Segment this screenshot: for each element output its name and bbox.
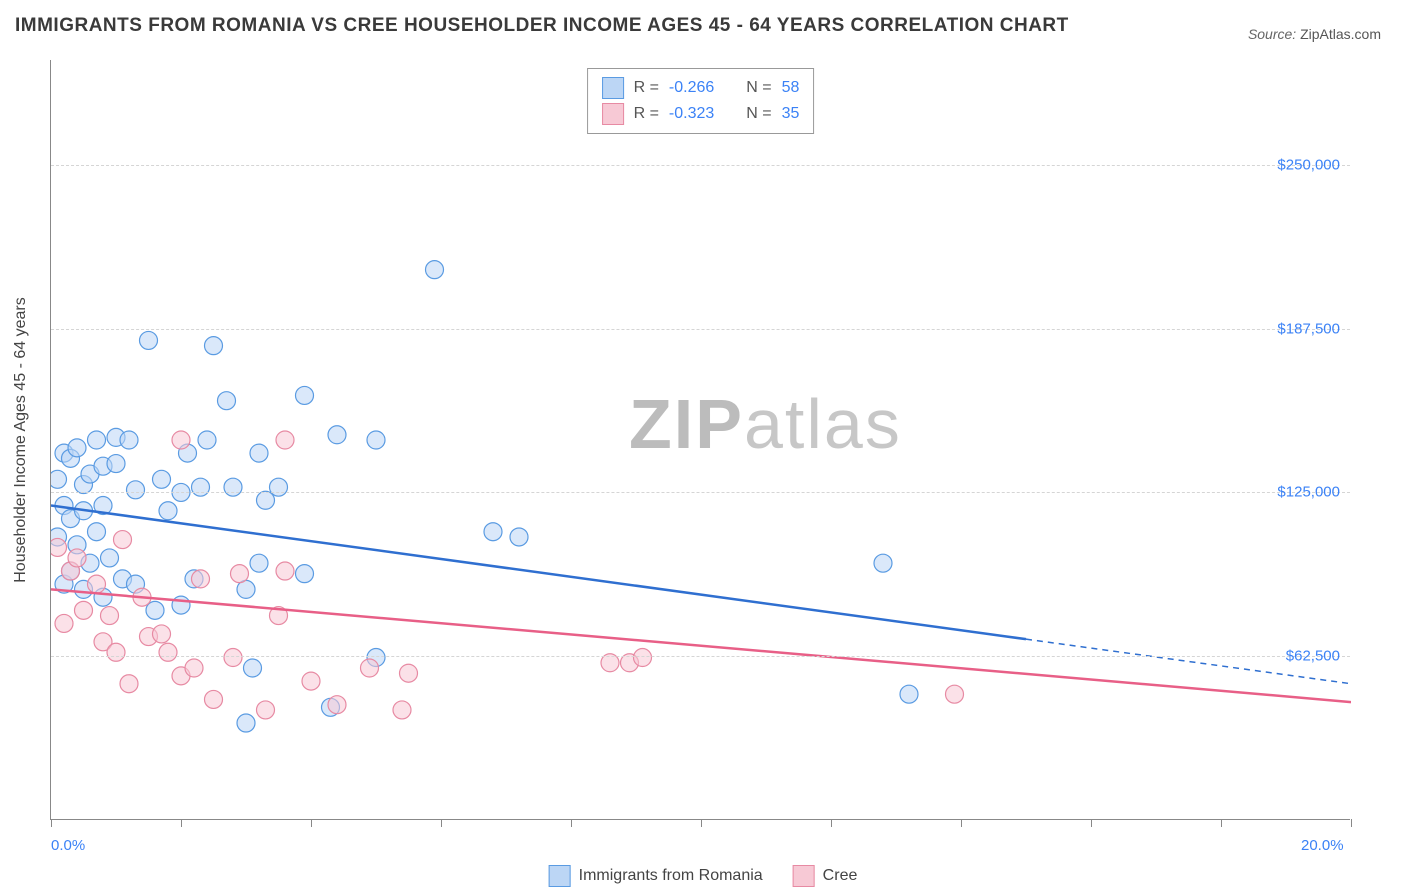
chart-plot-area: Householder Income Ages 45 - 64 years ZI… (50, 60, 1350, 820)
data-point-romania (218, 392, 236, 410)
data-point-cree (159, 643, 177, 661)
data-point-cree (361, 659, 379, 677)
data-point-cree (192, 570, 210, 588)
y-tick-label: $125,000 (1277, 484, 1340, 501)
data-point-romania (198, 431, 216, 449)
data-point-cree (257, 701, 275, 719)
data-point-romania (153, 470, 171, 488)
data-point-romania (244, 659, 262, 677)
data-point-cree (75, 601, 93, 619)
x-tick (1091, 819, 1092, 827)
data-point-cree (101, 607, 119, 625)
data-point-romania (192, 478, 210, 496)
data-point-romania (296, 386, 314, 404)
data-point-cree (302, 672, 320, 690)
y-tick-label: $187,500 (1277, 320, 1340, 337)
data-point-romania (426, 261, 444, 279)
data-point-cree (276, 562, 294, 580)
data-point-romania (900, 685, 918, 703)
data-point-romania (205, 337, 223, 355)
x-tick (51, 819, 52, 827)
data-point-cree (231, 565, 249, 583)
data-point-cree (153, 625, 171, 643)
data-point-romania (250, 444, 268, 462)
data-point-romania (250, 554, 268, 572)
data-point-romania (51, 470, 67, 488)
data-point-romania (224, 478, 242, 496)
data-point-cree (88, 575, 106, 593)
x-tick (701, 819, 702, 827)
x-tick (441, 819, 442, 827)
data-point-romania (159, 502, 177, 520)
x-tick (1221, 819, 1222, 827)
data-point-cree (205, 690, 223, 708)
data-point-romania (328, 426, 346, 444)
data-point-cree (634, 649, 652, 667)
data-point-romania (510, 528, 528, 546)
gridline-h (51, 656, 1350, 657)
gridline-h (51, 329, 1350, 330)
x-axis-label: 0.0% (51, 837, 85, 854)
data-point-cree (946, 685, 964, 703)
x-tick (961, 819, 962, 827)
gridline-h (51, 165, 1350, 166)
data-point-romania (172, 596, 190, 614)
legend-series-item: Immigrants from Romania (549, 865, 763, 887)
x-tick (311, 819, 312, 827)
trend-line-cree (51, 589, 1351, 702)
source-value: ZipAtlas.com (1300, 26, 1381, 42)
data-point-romania (140, 331, 158, 349)
data-point-romania (107, 455, 125, 473)
data-point-romania (296, 565, 314, 583)
data-point-romania (68, 439, 86, 457)
data-point-cree (68, 549, 86, 567)
x-tick (181, 819, 182, 827)
data-point-romania (367, 431, 385, 449)
page-title: IMMIGRANTS FROM ROMANIA VS CREE HOUSEHOL… (15, 15, 1069, 37)
x-tick (571, 819, 572, 827)
data-point-cree (107, 643, 125, 661)
legend-series-label: Cree (823, 867, 858, 885)
data-point-cree (224, 649, 242, 667)
legend-swatch-romania (549, 865, 571, 887)
source-label: Source: (1248, 26, 1296, 42)
data-point-romania (237, 714, 255, 732)
x-tick (1351, 819, 1352, 827)
data-point-romania (101, 549, 119, 567)
legend-swatch-cree (793, 865, 815, 887)
data-point-romania (127, 481, 145, 499)
y-axis-title: Householder Income Ages 45 - 64 years (12, 297, 30, 583)
y-tick-label: $62,500 (1286, 648, 1340, 665)
data-point-cree (393, 701, 411, 719)
data-point-cree (172, 431, 190, 449)
legend-series-item: Cree (793, 865, 858, 887)
data-point-cree (328, 696, 346, 714)
data-point-cree (120, 675, 138, 693)
data-point-cree (55, 614, 73, 632)
data-point-cree (114, 531, 132, 549)
legend-series: Immigrants from Romania Cree (549, 865, 858, 887)
gridline-h (51, 492, 1350, 493)
x-axis-label: 20.0% (1301, 837, 1344, 854)
x-tick (831, 819, 832, 827)
data-point-romania (88, 523, 106, 541)
data-point-romania (88, 431, 106, 449)
chart-svg (51, 60, 1351, 820)
source-credit: Source: ZipAtlas.com (1248, 26, 1381, 42)
data-point-cree (276, 431, 294, 449)
data-point-cree (400, 664, 418, 682)
data-point-romania (270, 478, 288, 496)
data-point-romania (874, 554, 892, 572)
y-tick-label: $250,000 (1277, 156, 1340, 173)
data-point-romania (484, 523, 502, 541)
data-point-cree (51, 538, 67, 556)
legend-series-label: Immigrants from Romania (579, 867, 763, 885)
data-point-cree (185, 659, 203, 677)
data-point-romania (120, 431, 138, 449)
